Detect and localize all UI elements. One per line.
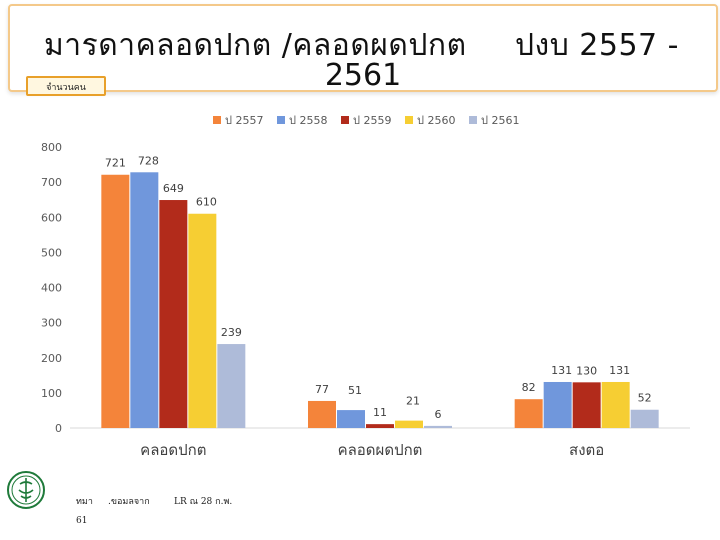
bar [130, 172, 159, 428]
bar [337, 410, 365, 428]
data-label: 131 [609, 364, 630, 377]
data-label: 649 [163, 182, 184, 195]
bar [395, 420, 423, 428]
bar [572, 382, 601, 428]
y-tick-label: 100 [41, 387, 62, 400]
bar [217, 344, 246, 428]
legend-swatch [405, 116, 413, 124]
legend-label: ป 2561 [481, 114, 519, 127]
bar [308, 400, 336, 428]
y-tick-label: 200 [41, 352, 62, 365]
bar [101, 174, 130, 428]
legend-label: ป 2560 [417, 114, 455, 127]
legend-label: ป 2559 [353, 114, 391, 127]
y-tick-label: 600 [41, 211, 62, 224]
footer-source-2: .ขอมลจาก [108, 497, 150, 507]
y-tick-label: 300 [41, 317, 62, 330]
legend-swatch [277, 116, 285, 124]
chart-title-line1: มารดาคลอดปกต /คลอดผดปกต ปงบ 2557 - [10, 22, 716, 69]
x-category-label: สงตอ [569, 441, 604, 459]
data-label: 82 [522, 381, 536, 394]
data-label: 130 [576, 364, 597, 377]
bar [366, 424, 394, 428]
bar [601, 381, 630, 428]
legend-swatch [469, 116, 477, 124]
title-banner: มารดาคลอดปกต /คลอดผดปกต ปงบ 2557 - 2561 [8, 4, 718, 93]
bar [159, 200, 188, 428]
data-label: 728 [138, 154, 159, 167]
y-tick-label: 800 [41, 141, 62, 154]
chart-title-line2: 2561 [324, 58, 402, 93]
data-label: 610 [196, 196, 217, 209]
data-label: 6 [435, 408, 442, 421]
data-label: 131 [551, 364, 572, 377]
x-category-label: คลอดปกต [140, 441, 206, 459]
data-label: 721 [105, 157, 126, 170]
footer-source-3: LR ณ 28 ก.พ. [174, 497, 233, 507]
legend-label: ป 2558 [289, 114, 327, 127]
legend-swatch [213, 116, 221, 124]
bar [630, 409, 659, 428]
title-fiscal-year-text: ปงบ 2557 - [515, 28, 679, 63]
data-label: 51 [348, 384, 362, 397]
legend-swatch [341, 116, 349, 124]
bar [424, 425, 452, 428]
bar [514, 399, 543, 428]
data-label: 239 [221, 326, 242, 339]
y-tick-label: 400 [41, 282, 62, 295]
y-tick-label: 700 [41, 176, 62, 189]
legend-label: ป 2557 [225, 114, 263, 127]
bar [188, 213, 217, 428]
unit-label: จำนวนคน [26, 76, 106, 96]
data-label: 77 [315, 383, 329, 396]
y-tick-label: 0 [55, 422, 62, 435]
ministry-logo-icon [7, 471, 45, 509]
bar [543, 381, 572, 428]
data-label: 52 [638, 392, 652, 405]
x-category-label: คลอดผดปกต [338, 441, 423, 459]
data-label: 21 [406, 395, 420, 408]
footer-source-4: 61 [76, 516, 88, 526]
footer-source-1: ทมา [76, 497, 93, 507]
y-tick-label: 500 [41, 246, 62, 259]
title-main-text: มารดาคลอดปกต /คลอดผดปกต [44, 28, 467, 63]
data-label: 11 [373, 406, 387, 419]
